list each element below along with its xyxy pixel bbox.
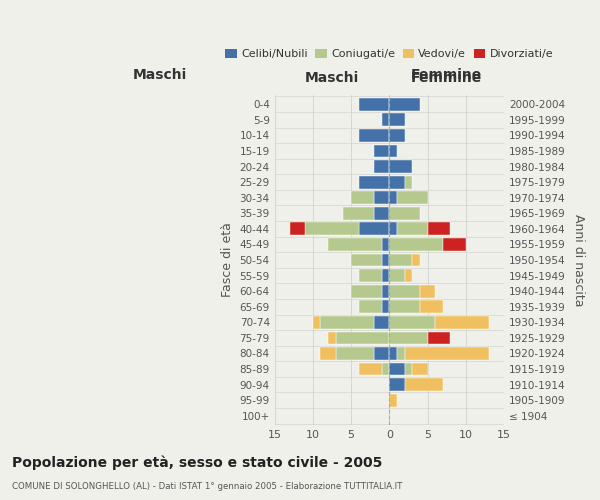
Bar <box>382 362 389 376</box>
Bar <box>382 254 389 266</box>
Bar <box>389 394 397 406</box>
Bar <box>374 144 389 158</box>
Y-axis label: Fasce di età: Fasce di età <box>221 222 234 298</box>
Bar <box>412 254 420 266</box>
Bar <box>435 316 488 328</box>
Bar <box>389 347 397 360</box>
Bar <box>389 222 397 235</box>
Bar <box>382 238 389 251</box>
Bar <box>389 129 404 142</box>
Bar <box>351 285 382 298</box>
Bar <box>359 176 389 188</box>
Bar <box>359 269 382 282</box>
Bar <box>389 378 404 391</box>
Text: Femmine: Femmine <box>411 71 482 85</box>
Bar <box>404 378 443 391</box>
Bar <box>404 362 412 376</box>
Bar <box>389 160 412 173</box>
Bar <box>389 207 420 220</box>
Bar <box>389 332 428 344</box>
Bar <box>359 300 382 313</box>
Bar <box>397 192 428 204</box>
Bar <box>389 269 404 282</box>
Bar <box>389 238 443 251</box>
Bar <box>374 160 389 173</box>
Bar <box>389 300 420 313</box>
Bar <box>336 332 389 344</box>
Bar <box>389 362 404 376</box>
Bar <box>389 176 404 188</box>
Bar <box>320 316 374 328</box>
Y-axis label: Anni di nascita: Anni di nascita <box>572 214 585 306</box>
Bar <box>359 222 389 235</box>
Text: Maschi: Maschi <box>133 68 187 82</box>
Bar <box>328 332 336 344</box>
Bar <box>313 316 320 328</box>
Bar <box>420 285 435 298</box>
Bar <box>290 222 305 235</box>
Bar <box>382 269 389 282</box>
Text: COMUNE DI SOLONGHELLO (AL) - Dati ISTAT 1° gennaio 2005 - Elaborazione TUTTITALI: COMUNE DI SOLONGHELLO (AL) - Dati ISTAT … <box>12 482 403 491</box>
Bar <box>389 254 412 266</box>
Bar <box>328 238 382 251</box>
Bar <box>389 316 435 328</box>
Bar <box>428 332 451 344</box>
Bar <box>389 114 404 126</box>
Bar <box>397 222 428 235</box>
Bar <box>420 300 443 313</box>
Bar <box>305 222 359 235</box>
Text: Popolazione per età, sesso e stato civile - 2005: Popolazione per età, sesso e stato civil… <box>12 456 382 470</box>
Bar <box>359 129 389 142</box>
Bar <box>382 300 389 313</box>
Bar <box>374 207 389 220</box>
Bar <box>389 285 420 298</box>
Bar <box>404 176 412 188</box>
Bar <box>404 269 412 282</box>
Bar <box>382 114 389 126</box>
Bar <box>336 347 374 360</box>
Bar <box>382 285 389 298</box>
Bar <box>374 347 389 360</box>
Bar <box>359 98 389 110</box>
Bar <box>374 192 389 204</box>
Bar <box>443 238 466 251</box>
Bar <box>351 254 382 266</box>
Bar <box>320 347 336 360</box>
Bar <box>389 192 397 204</box>
Bar <box>351 192 374 204</box>
Bar <box>374 316 389 328</box>
Bar <box>359 362 382 376</box>
Bar <box>389 98 420 110</box>
Legend: Celibi/Nubili, Coniugati/e, Vedovi/e, Divorziati/e: Celibi/Nubili, Coniugati/e, Vedovi/e, Di… <box>221 44 557 64</box>
Bar <box>404 347 488 360</box>
Bar <box>412 362 428 376</box>
Bar <box>397 347 404 360</box>
Bar <box>389 144 397 158</box>
Text: Femmine: Femmine <box>411 68 482 82</box>
Bar <box>428 222 451 235</box>
Bar <box>343 207 374 220</box>
Text: Maschi: Maschi <box>305 71 359 85</box>
